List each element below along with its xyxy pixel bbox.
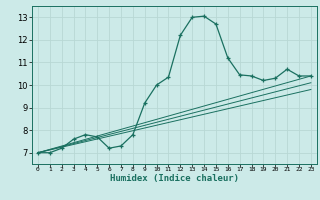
X-axis label: Humidex (Indice chaleur): Humidex (Indice chaleur) bbox=[110, 174, 239, 183]
